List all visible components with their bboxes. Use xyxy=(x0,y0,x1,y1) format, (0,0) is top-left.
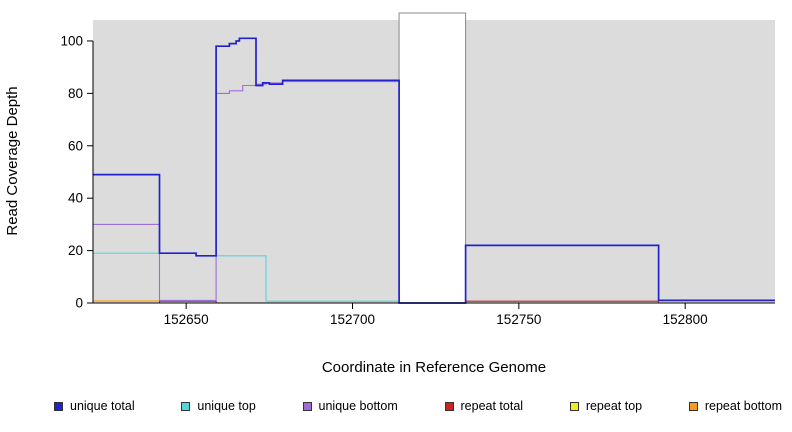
y-tick-label: 100 xyxy=(60,33,83,48)
x-tick-label: 152750 xyxy=(496,312,541,327)
legend-label-unique-top: unique top xyxy=(197,399,256,413)
series-line-unique-bottom xyxy=(93,81,775,304)
y-tick-label: 20 xyxy=(68,243,83,258)
x-axis-title: Coordinate in Reference Genome xyxy=(322,359,546,376)
legend-item-repeat-total: repeat total xyxy=(444,399,524,413)
legend-label-repeat-top: repeat top xyxy=(585,399,643,413)
legend-label-unique-bottom: unique bottom xyxy=(318,399,398,413)
coverage-plot: 152650 152700 152750 152800 0 20 40 60 80 100 Coo… xyxy=(4,12,775,376)
y-tick-label: 40 xyxy=(68,191,83,206)
plot-axes: 152650 152700 152750 152800 0 20 40 60 80 100 xyxy=(60,33,775,327)
y-tick-label: 80 xyxy=(68,86,83,101)
legend-label-unique-total: unique total xyxy=(70,399,135,413)
y-tick-label: 60 xyxy=(68,138,83,153)
y-tick-label: 0 xyxy=(75,296,83,311)
legend-label-repeat-bottom: repeat bottom xyxy=(704,399,782,413)
legend-swatch-repeat-bottom-icon xyxy=(688,401,698,411)
gap-region xyxy=(398,12,467,304)
shaded-region xyxy=(465,20,775,303)
chart-legend: unique total unique top unique bottom re… xyxy=(0,399,792,413)
legend-swatch-repeat-total-icon xyxy=(444,401,454,411)
legend-item-repeat-bottom: repeat bottom xyxy=(688,399,782,413)
x-tick-label: 152800 xyxy=(663,312,708,327)
legend-item-repeat-top: repeat top xyxy=(569,399,643,413)
x-tick-label: 152700 xyxy=(330,312,375,327)
legend-swatch-repeat-top-icon xyxy=(569,401,579,411)
shaded-region xyxy=(93,20,400,303)
plot-background xyxy=(93,12,775,304)
legend-item-unique-bottom: unique bottom xyxy=(302,399,398,413)
y-axis-title: Read Coverage Depth xyxy=(4,86,21,235)
legend-item-unique-total: unique total xyxy=(54,399,135,413)
legend-swatch-unique-top-icon xyxy=(181,401,191,411)
legend-swatch-unique-bottom-icon xyxy=(302,401,312,411)
legend-item-unique-top: unique top xyxy=(181,399,256,413)
x-tick-label: 152650 xyxy=(164,312,209,327)
legend-label-repeat-total: repeat total xyxy=(460,399,524,413)
legend-swatch-unique-total-icon xyxy=(54,401,63,411)
